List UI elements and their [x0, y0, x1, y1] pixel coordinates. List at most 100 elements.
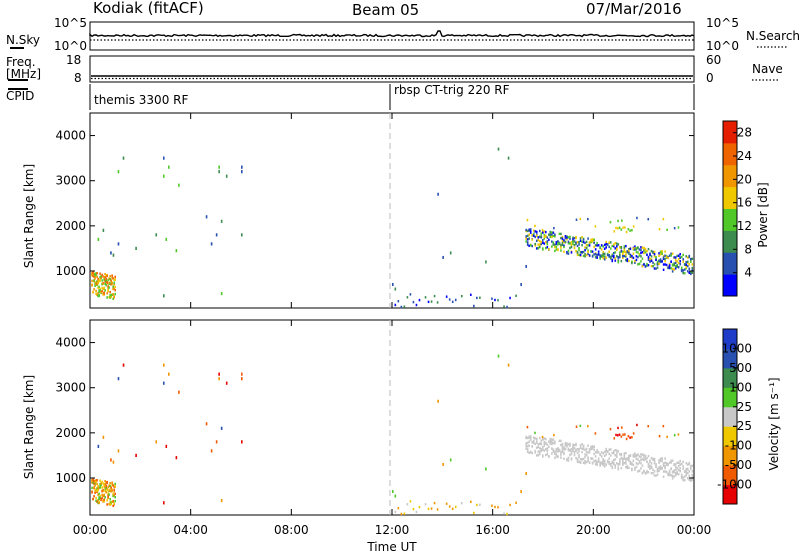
velocity-data-point: [597, 460, 600, 463]
power-data-point: [597, 253, 600, 256]
power-data-point: [691, 269, 694, 272]
power-data-point: [454, 298, 457, 302]
velocity-data-point: [605, 447, 608, 451]
power-data-point: [668, 264, 671, 267]
velocity-data-point: [525, 442, 527, 445]
power-data-point: [529, 228, 532, 231]
velocity-data-point: [664, 470, 666, 473]
cpid-panel: CPID themis 3300 RF rbsp CT-trig 220 RF: [6, 83, 695, 110]
power-data-point: [576, 244, 579, 248]
power-data-point: [689, 258, 692, 261]
velocity-data-point: [95, 490, 97, 493]
velocity-data-point: [650, 466, 653, 469]
velocity-data-point: [638, 455, 641, 458]
velocity-data-point: [614, 466, 617, 469]
power-data-point: [93, 279, 95, 282]
velocity-data-point: [175, 456, 178, 460]
velocity-data-point: [603, 459, 606, 463]
velocity-data-point: [433, 501, 436, 505]
velocity-data-point: [543, 440, 546, 444]
power-data-point: [597, 244, 600, 247]
velocity-data-point: [535, 454, 538, 457]
colorbar-tick-label: 8: [744, 242, 752, 256]
power-data-point: [476, 296, 478, 300]
velocity-data-point: [596, 461, 598, 464]
velocity-data-point: [93, 482, 95, 486]
velocity-data-point: [460, 501, 463, 505]
power-data-point: [609, 247, 612, 250]
velocity-data-point: [617, 466, 620, 469]
power-data-point: [640, 248, 642, 252]
power-data-point: [241, 233, 243, 237]
velocity-data-point: [688, 478, 691, 481]
power-data-point: [162, 294, 165, 298]
velocity-data-point: [103, 485, 105, 488]
velocity-data-point: [668, 471, 671, 474]
power-data-point: [95, 283, 97, 286]
power-data-point: [445, 295, 448, 298]
velocity-data-point: [570, 458, 573, 461]
power-data-point: [581, 244, 583, 247]
velocity-data-point: [620, 435, 623, 438]
velocity-data-point: [99, 485, 101, 488]
power-data-point: [97, 279, 99, 283]
velocity-data-point: [99, 494, 101, 498]
velocity-data-point: [99, 479, 101, 482]
velocity-data-point: [92, 481, 94, 485]
power-data-point: [662, 268, 665, 271]
velocity-data-point: [578, 460, 580, 464]
velocity-data-point: [662, 475, 665, 478]
power-data-point: [531, 233, 534, 237]
velocity-data-point: [105, 491, 107, 494]
velocity-data-point: [534, 442, 537, 446]
velocity-data-point: [682, 476, 685, 479]
power-data-point: [433, 294, 436, 298]
power-data-point: [101, 289, 103, 293]
power-data-point: [625, 258, 627, 262]
velocity-data-point: [436, 508, 439, 511]
velocity-data-point: [679, 459, 682, 463]
power-data-point: [658, 262, 660, 266]
power-data-point: [608, 255, 611, 258]
power-data-point: [621, 219, 623, 222]
velocity-data-point: [668, 469, 671, 473]
velocity-data-point: [168, 372, 170, 376]
velocity-data-point: [526, 441, 529, 445]
y-axis-ticks: 1000 2000 3000 4000: [55, 336, 694, 485]
velocity-data-point: [110, 490, 112, 493]
colorbar-segment: [723, 142, 737, 166]
power-data-point: [572, 242, 574, 245]
velocity-data-point: [576, 448, 579, 451]
velocity-data-point: [594, 432, 597, 435]
velocity-data-point: [619, 453, 621, 456]
power-data-point: [631, 256, 633, 259]
velocity-data-point: [620, 466, 623, 470]
power-data-point: [625, 230, 628, 234]
power-data-point: [569, 241, 571, 245]
velocity-data-point: [655, 465, 657, 469]
velocity-data-point: [649, 464, 651, 468]
velocity-data-point: [591, 447, 594, 450]
velocity-data-point: [671, 477, 674, 480]
power-data-point: [631, 254, 633, 258]
power-data-point: [674, 256, 677, 259]
power-data-point: [636, 216, 638, 220]
velocity-data-point: [581, 442, 583, 446]
power-data-point: [661, 252, 663, 256]
power-data-point: [622, 256, 624, 260]
velocity-data-point: [662, 470, 665, 473]
velocity-data-point: [619, 462, 621, 466]
velocity-data-point: [99, 483, 101, 486]
power-data-point: [93, 288, 95, 291]
power-data-point: [658, 252, 660, 255]
power-data-point: [168, 165, 170, 169]
power-data-point: [615, 248, 618, 252]
power-data-point: [587, 217, 589, 221]
velocity-data-point: [662, 424, 665, 428]
colorbar-segment: [723, 186, 737, 209]
power-data-point: [561, 235, 564, 239]
power-data-point: [114, 288, 117, 292]
velocity-data-point: [641, 458, 644, 461]
power-data-point: [683, 268, 686, 271]
velocity-data-point: [515, 501, 517, 504]
